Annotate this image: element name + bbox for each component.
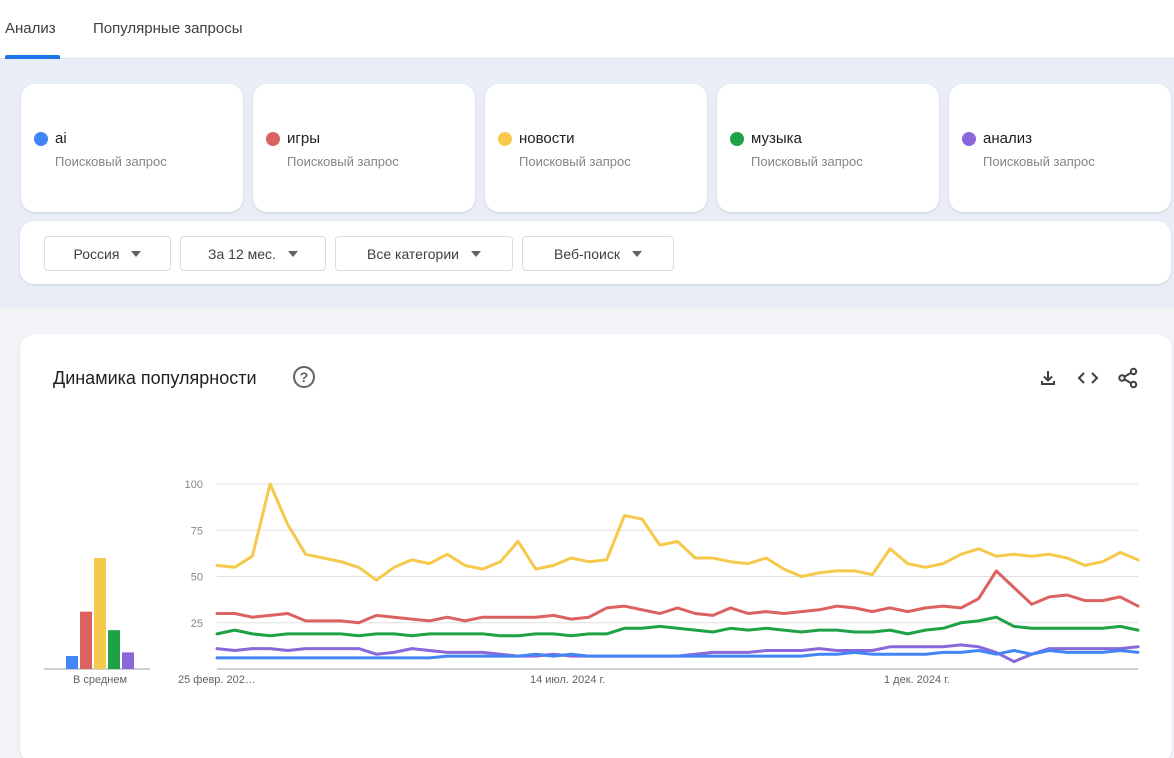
caret-down-icon: [131, 250, 142, 257]
average-bar: [108, 630, 120, 669]
term-card-analysis[interactable]: анализ Поисковый запрос: [949, 84, 1171, 212]
average-bars: [44, 558, 150, 670]
average-label: В среднем: [73, 674, 127, 686]
term-type: Поисковый запрос: [55, 154, 167, 169]
series-line: [215, 482, 1140, 582]
term-color-dot: [266, 132, 280, 146]
download-icon[interactable]: [1034, 364, 1062, 392]
chart-grid: [217, 483, 1138, 670]
search-type-value: Веб-поиск: [554, 245, 620, 262]
average-bar: [66, 656, 78, 669]
term-card-games[interactable]: игры Поисковый запрос: [253, 84, 475, 212]
term-color-dot: [962, 132, 976, 146]
embed-code-icon[interactable]: [1074, 364, 1102, 392]
term-name: ai: [55, 130, 67, 147]
region-dropdown[interactable]: Россия: [44, 236, 171, 271]
y-tick-label: 50: [191, 572, 203, 584]
caret-down-icon: [470, 250, 481, 257]
chart-title: Динамика популярности: [53, 368, 257, 388]
term-name: музыка: [751, 130, 802, 147]
region-value: Россия: [73, 245, 120, 262]
term-type: Поисковый запрос: [519, 154, 631, 169]
term-type: Поисковый запрос: [751, 154, 863, 169]
caret-down-icon: [631, 250, 642, 257]
share-icon[interactable]: [1114, 364, 1142, 392]
period-dropdown[interactable]: За 12 мес.: [180, 236, 326, 271]
category-dropdown[interactable]: Все категории: [335, 236, 513, 271]
average-bar: [122, 652, 134, 669]
average-bar: [94, 558, 106, 669]
term-type: Поисковый запрос: [287, 154, 399, 169]
help-icon[interactable]: ?: [293, 366, 315, 388]
series-line: [215, 649, 1140, 660]
x-tick-label: 1 дек. 2024 г.: [884, 674, 950, 686]
filter-bar: Россия За 12 мес. Все категории Веб-поис…: [20, 221, 1171, 284]
term-name: новости: [519, 130, 575, 147]
series-line: [215, 569, 1140, 625]
interest-over-time-card: Динамика популярности ? 100 75 50 25 В средн…: [20, 334, 1172, 758]
interest-chart: 100 75 50 25 В среднем 25 февр. 202… 14 июл. 2…: [44, 479, 1140, 686]
term-card-news[interactable]: новости Поисковый запрос: [485, 84, 707, 212]
term-color-dot: [498, 132, 512, 146]
series-lines: [215, 482, 1140, 664]
x-tick-label: 14 июл. 2024 г.: [530, 674, 605, 686]
active-tab-indicator: [5, 55, 60, 59]
tab-popular-queries[interactable]: Популярные запросы: [93, 20, 243, 37]
term-name: анализ: [983, 130, 1032, 147]
series-line: [215, 615, 1140, 638]
term-color-dot: [34, 132, 48, 146]
search-type-dropdown[interactable]: Веб-поиск: [522, 236, 674, 271]
term-card-ai[interactable]: ai Поисковый запрос: [21, 84, 243, 212]
y-tick-label: 25: [191, 618, 203, 630]
tab-analysis[interactable]: Анализ: [5, 20, 56, 37]
axis-labels: 100 75 50 25 В среднем 25 февр. 202… 14 июл. 2…: [73, 479, 950, 686]
term-color-dot: [730, 132, 744, 146]
term-name: игры: [287, 130, 320, 147]
y-tick-label: 75: [191, 525, 203, 537]
x-tick-label: 25 февр. 202…: [178, 674, 256, 686]
average-bar: [80, 611, 92, 669]
caret-down-icon: [287, 250, 298, 257]
category-value: Все категории: [367, 245, 459, 262]
term-type: Поисковый запрос: [983, 154, 1095, 169]
y-tick-label: 100: [185, 479, 203, 491]
period-value: За 12 мес.: [208, 245, 276, 262]
tab-bar: Анализ Популярные запросы: [0, 0, 1174, 59]
term-card-music[interactable]: музыка Поисковый запрос: [717, 84, 939, 212]
